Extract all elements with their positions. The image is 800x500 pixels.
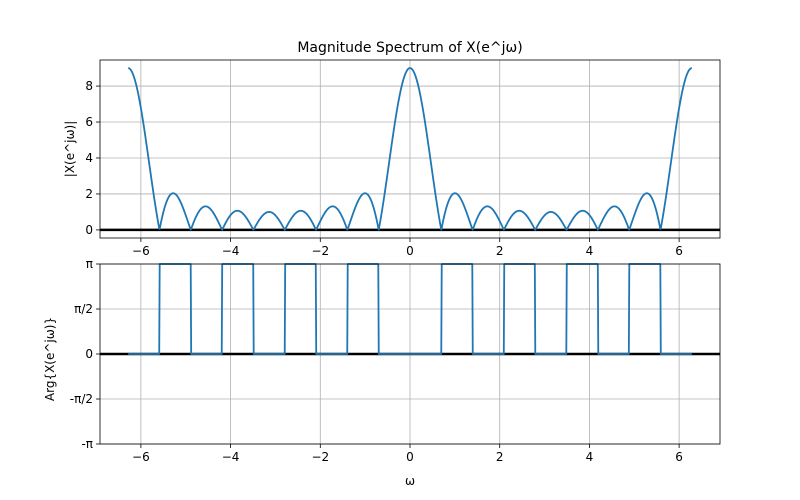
- magnitude-y-tick-label: 4: [85, 151, 93, 165]
- phase-x-tick-label: −2: [311, 450, 329, 464]
- phase-y-tick-label: π/2: [74, 302, 93, 316]
- phase-panel: Arg{X(e^jω)} ω −6 −4 −2 0 2 4 6 -π -π/2 0 π/2 π: [43, 257, 721, 488]
- magnitude-chart-title: Magnitude Spectrum of X(e^jω): [297, 40, 522, 56]
- magnitude-x-tick-label: −6: [132, 244, 150, 258]
- phase-y-axis-label: Arg{X(e^jω)}: [43, 317, 57, 401]
- magnitude-y-tick-label: 2: [85, 187, 93, 201]
- phase-y-tick-label: π: [86, 257, 93, 271]
- phase-y-tick-label: -π: [81, 437, 93, 451]
- magnitude-ticks: −6 −4 −2 0 2 4 6 0 2 4 6 8: [85, 79, 683, 258]
- magnitude-y-tick-label: 0: [85, 223, 93, 237]
- phase-x-tick-label: −4: [222, 450, 240, 464]
- magnitude-y-tick-label: 8: [85, 79, 93, 93]
- magnitude-y-tick-label: 6: [85, 115, 93, 129]
- magnitude-x-tick-label: 0: [406, 244, 414, 258]
- magnitude-series-line: [127, 67, 693, 231]
- magnitude-panel: Magnitude Spectrum of X(e^jω) |X(e^jω)| …: [63, 40, 721, 258]
- magnitude-x-tick-label: 4: [586, 244, 594, 258]
- phase-x-axis-label: ω: [405, 474, 415, 488]
- magnitude-y-axis-label: |X(e^jω)|: [63, 121, 77, 178]
- magnitude-series: [127, 67, 693, 231]
- phase-series: [127, 263, 693, 355]
- phase-y-tick-label: 0: [85, 347, 93, 361]
- phase-ticks: −6 −4 −2 0 2 4 6 -π -π/2 0 π/2 π: [70, 257, 683, 464]
- magnitude-x-tick-label: 2: [496, 244, 504, 258]
- phase-x-tick-label: 4: [586, 450, 594, 464]
- magnitude-x-tick-label: −4: [222, 244, 240, 258]
- phase-x-tick-label: 0: [406, 450, 414, 464]
- phase-x-tick-label: 2: [496, 450, 504, 464]
- phase-x-tick-label: −6: [132, 450, 150, 464]
- phase-series-line: [127, 263, 693, 355]
- magnitude-x-tick-label: 6: [675, 244, 683, 258]
- phase-y-tick-label: -π/2: [70, 392, 93, 406]
- phase-x-tick-label: 6: [675, 450, 683, 464]
- magnitude-x-tick-label: −2: [311, 244, 329, 258]
